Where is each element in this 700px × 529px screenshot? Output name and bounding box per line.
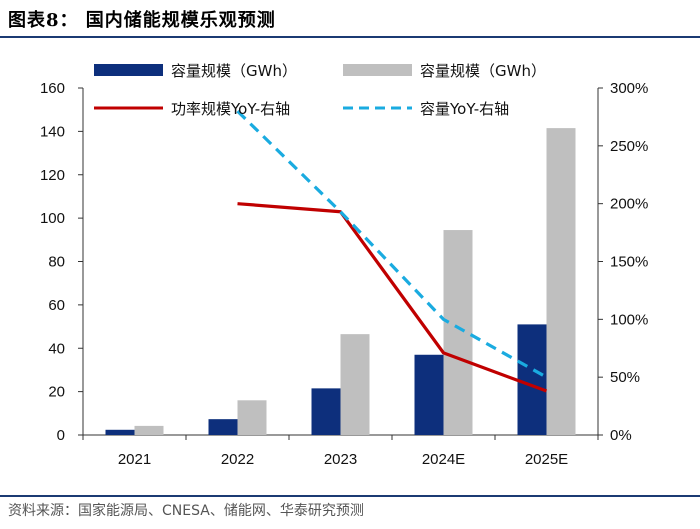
x-tick-label: 2022 bbox=[221, 451, 254, 468]
y-left-tick-label: 60 bbox=[48, 297, 65, 314]
figure-title: 图表8： 国内储能规模乐观预测 bbox=[8, 10, 276, 31]
y-left-tick-label: 140 bbox=[40, 123, 65, 140]
y-right-tick-label: 250% bbox=[610, 138, 648, 155]
title-rule bbox=[0, 36, 700, 38]
y-right-tick-label: 300% bbox=[610, 80, 648, 97]
x-tick-label: 2023 bbox=[324, 451, 357, 468]
lines bbox=[236, 109, 548, 393]
legend-swatch-power-bar bbox=[94, 64, 163, 76]
legend-swatch-capacity-bar bbox=[343, 64, 412, 76]
y-left-tick-label: 120 bbox=[40, 167, 65, 184]
source-note: 资料来源：国家能源局、CNESA、储能网、华泰研究预测 bbox=[8, 503, 364, 519]
legend-label-capacity-bar: 容量规模（GWh） bbox=[420, 62, 546, 80]
x-tick-label: 2025E bbox=[525, 451, 568, 468]
bar-capacity bbox=[134, 425, 164, 435]
y-left-tick-label: 160 bbox=[40, 80, 65, 97]
axes: 0 20 40 60 80 100 120 140 160 0% 50% 100% 150% 200% 25… bbox=[40, 80, 648, 468]
chart: 0 20 40 60 80 100 120 140 160 0% 50% 100% 150% 200% 25… bbox=[40, 62, 648, 468]
y-right-tick-label: 150% bbox=[610, 254, 648, 271]
y-left-tick-label: 40 bbox=[48, 340, 65, 357]
y-left-tick-label: 0 bbox=[57, 427, 65, 444]
bar-capacity bbox=[340, 334, 370, 435]
line-power-yoy bbox=[237, 202, 548, 393]
legend-label-power-bar: 容量规模（GWh） bbox=[171, 62, 297, 80]
y-right-tick-label: 200% bbox=[610, 196, 648, 213]
x-tick-label: 2024E bbox=[422, 451, 465, 468]
source-rule bbox=[0, 495, 700, 497]
bar-power bbox=[208, 419, 238, 435]
legend-label-capacity-line: 容量YoY-右轴 bbox=[420, 100, 509, 118]
bar-power bbox=[517, 324, 547, 435]
bar-power bbox=[105, 429, 135, 435]
bar-power bbox=[311, 388, 341, 435]
y-right-tick-label: 50% bbox=[610, 369, 640, 386]
y-left-tick-label: 100 bbox=[40, 210, 65, 227]
bar-capacity bbox=[443, 230, 473, 435]
y-left-tick-label: 80 bbox=[48, 254, 65, 271]
x-tick-label: 2021 bbox=[118, 451, 151, 468]
legend-label-power-line: 功率规模YoY-右轴 bbox=[171, 100, 290, 118]
bar-power bbox=[414, 354, 444, 435]
y-right-tick-label: 100% bbox=[610, 311, 648, 328]
bars bbox=[105, 128, 576, 435]
line-capacity-yoy bbox=[236, 109, 548, 379]
bar-capacity bbox=[546, 128, 576, 435]
bar-capacity bbox=[237, 400, 267, 435]
y-right-tick-label: 0% bbox=[610, 427, 632, 444]
legend: 容量规模（GWh） 容量规模（GWh） 功率规模YoY-右轴 容量YoY-右轴 bbox=[94, 62, 546, 118]
y-left-tick-label: 20 bbox=[48, 384, 65, 401]
